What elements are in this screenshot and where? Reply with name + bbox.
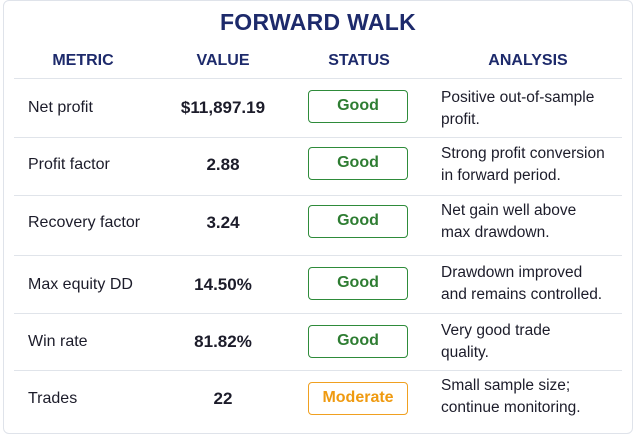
metric-name: Win rate xyxy=(28,333,88,350)
analysis-line: Net gain well above xyxy=(441,202,577,219)
analysis-text: Small sample size; continue monitoring. xyxy=(441,375,629,419)
divider xyxy=(14,313,622,314)
table-header: METRIC VALUE STATUS ANALYSIS xyxy=(0,46,636,76)
divider xyxy=(14,137,622,138)
analysis-line: max drawdown. xyxy=(441,224,550,241)
table-card xyxy=(3,0,633,434)
analysis-line: quality. xyxy=(441,344,489,361)
analysis-line: profit. xyxy=(441,111,480,128)
metric-value: 81.82% xyxy=(194,332,252,351)
analysis-line: continue monitoring. xyxy=(441,399,581,416)
analysis-text: Very good trade quality. xyxy=(441,320,629,364)
analysis-line: and remains controlled. xyxy=(441,286,603,303)
metric-name: Net profit xyxy=(28,99,93,116)
status-badge: Moderate xyxy=(308,382,408,415)
analysis-line: Drawdown improved xyxy=(441,264,583,281)
analysis-text: Net gain well above max drawdown. xyxy=(441,200,629,244)
analysis-text: Strong profit conversion in forward peri… xyxy=(441,143,629,187)
status-badge: Good xyxy=(308,267,408,300)
column-header-value: VALUE xyxy=(196,52,250,69)
column-header-status: STATUS xyxy=(328,52,390,69)
status-badge: Good xyxy=(308,205,408,238)
metric-name: Trades xyxy=(28,390,78,407)
table-title: FORWARD WALK xyxy=(219,9,417,35)
analysis-line: Very good trade xyxy=(441,322,551,339)
status-badge: Good xyxy=(308,90,408,123)
analysis-text: Positive out-of-sample profit. xyxy=(441,87,629,131)
column-header-metric: METRIC xyxy=(52,52,114,69)
metric-name: Recovery factor xyxy=(28,214,141,231)
divider xyxy=(14,370,622,371)
metric-value: 14.50% xyxy=(194,275,252,294)
analysis-line: Small sample size; xyxy=(441,377,571,394)
column-header-analysis: ANALYSIS xyxy=(488,52,568,69)
metric-value: 3.24 xyxy=(206,213,240,232)
analysis-line: in forward period. xyxy=(441,167,561,184)
metric-name: Max equity DD xyxy=(28,276,133,293)
metric-name: Profit factor xyxy=(28,156,110,173)
analysis-line: Positive out-of-sample xyxy=(441,89,595,106)
analysis-line: Strong profit conversion xyxy=(441,145,605,162)
metric-value: $11,897.19 xyxy=(180,98,266,117)
divider xyxy=(14,195,622,196)
metric-value: 22 xyxy=(213,389,233,408)
divider xyxy=(14,255,622,256)
divider xyxy=(14,78,622,79)
status-badge: Good xyxy=(308,147,408,180)
analysis-text: Drawdown improved and remains controlled… xyxy=(441,262,629,306)
status-badge: Good xyxy=(308,325,408,358)
metric-value: 2.88 xyxy=(206,155,240,174)
